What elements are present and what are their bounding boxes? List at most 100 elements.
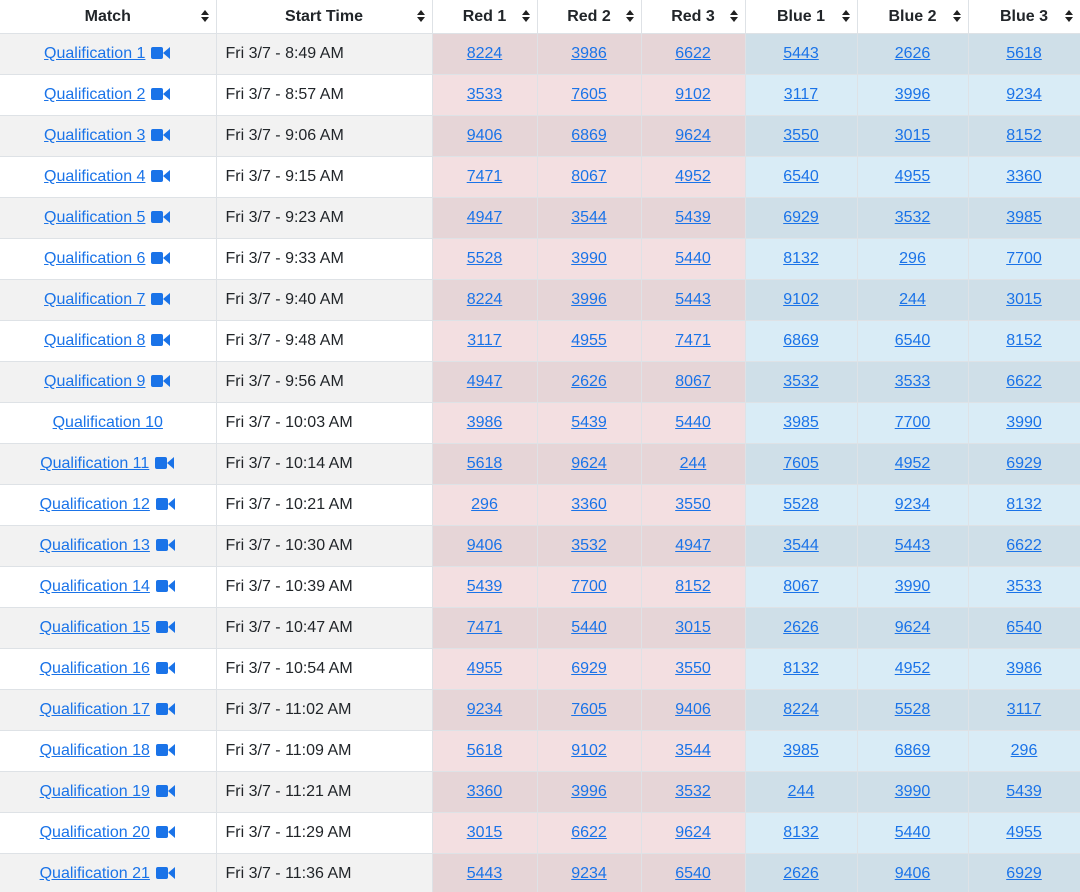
video-camera-icon[interactable]	[155, 539, 176, 551]
team-link-red-3[interactable]: 5439	[675, 209, 711, 226]
team-link-red-3[interactable]: 3544	[675, 742, 711, 759]
header-blue-2[interactable]: Blue 2	[857, 0, 969, 34]
match-link[interactable]: Qualification 4	[44, 168, 171, 185]
team-link-blue-1[interactable]: 7605	[783, 455, 819, 472]
match-link[interactable]: Qualification 21	[40, 865, 176, 882]
team-link-blue-3[interactable]: 5439	[1006, 783, 1042, 800]
team-link-blue-1[interactable]: 3117	[783, 86, 819, 103]
match-link[interactable]: Qualification 15	[40, 619, 176, 636]
team-link-blue-3[interactable]: 6929	[1006, 865, 1042, 882]
team-link-red-2[interactable]: 8067	[571, 168, 607, 185]
team-link-blue-3[interactable]: 4955	[1006, 824, 1042, 841]
video-camera-icon[interactable]	[151, 293, 171, 305]
team-link-red-2[interactable]: 7700	[571, 578, 607, 595]
team-link-blue-2[interactable]: 296	[899, 250, 926, 267]
team-link-blue-1[interactable]: 8132	[783, 250, 819, 267]
match-link[interactable]: Qualification 17	[40, 701, 176, 718]
team-link-red-2[interactable]: 3996	[571, 783, 607, 800]
team-link-red-3[interactable]: 5440	[675, 250, 711, 267]
team-link-red-1[interactable]: 4947	[466, 373, 503, 390]
team-link-red-3[interactable]: 3550	[675, 496, 711, 513]
team-link-blue-2[interactable]: 7700	[894, 414, 931, 431]
team-link-red-2[interactable]: 5439	[571, 414, 607, 431]
team-link-red-3[interactable]: 6622	[675, 45, 711, 62]
team-link-red-3[interactable]: 9624	[675, 824, 711, 841]
team-link-blue-2[interactable]: 3532	[894, 209, 931, 226]
team-link-red-2[interactable]: 3990	[571, 250, 607, 267]
team-link-blue-2[interactable]: 3015	[894, 127, 931, 144]
team-link-red-1[interactable]: 9406	[466, 537, 503, 554]
team-link-blue-1[interactable]: 5443	[783, 45, 819, 62]
team-link-red-2[interactable]: 3360	[571, 496, 607, 513]
team-link-red-2[interactable]: 3544	[571, 209, 607, 226]
team-link-red-3[interactable]: 7471	[675, 332, 711, 349]
team-link-blue-1[interactable]: 9102	[783, 291, 819, 308]
team-link-red-1[interactable]: 9406	[466, 127, 503, 144]
team-link-blue-3[interactable]: 9234	[1006, 86, 1042, 103]
team-link-red-3[interactable]: 244	[679, 455, 707, 472]
team-link-red-1[interactable]: 5528	[466, 250, 503, 267]
team-link-red-3[interactable]: 3532	[675, 783, 711, 800]
match-link[interactable]: Qualification 16	[40, 660, 176, 677]
match-link[interactable]: Qualification 19	[40, 783, 176, 800]
team-link-blue-3[interactable]: 5618	[1006, 45, 1042, 62]
team-link-red-1[interactable]: 5618	[466, 742, 503, 759]
team-link-red-1[interactable]: 5443	[466, 865, 503, 882]
video-camera-icon[interactable]	[151, 88, 171, 100]
header-blue-1[interactable]: Blue 1	[745, 0, 858, 34]
team-link-red-1[interactable]: 8224	[466, 291, 503, 308]
team-link-red-2[interactable]: 6869	[571, 127, 607, 144]
team-link-blue-3[interactable]: 3117	[1006, 701, 1042, 718]
team-link-red-2[interactable]: 4955	[571, 332, 607, 349]
video-camera-icon[interactable]	[155, 580, 176, 592]
match-link[interactable]: Qualification 13	[40, 537, 176, 554]
team-link-red-2[interactable]: 6929	[571, 660, 607, 677]
team-link-blue-3[interactable]: 3533	[1006, 578, 1042, 595]
team-link-blue-3[interactable]: 3360	[1006, 168, 1042, 185]
match-link[interactable]: Qualification 3	[44, 127, 171, 144]
team-link-blue-2[interactable]: 4952	[894, 660, 931, 677]
team-link-blue-1[interactable]: 3550	[783, 127, 819, 144]
team-link-red-2[interactable]: 7605	[571, 86, 607, 103]
video-camera-icon[interactable]	[155, 867, 176, 879]
team-link-blue-2[interactable]: 9624	[894, 619, 931, 636]
video-camera-icon[interactable]	[155, 785, 176, 797]
team-link-blue-1[interactable]: 3532	[783, 373, 819, 390]
team-link-blue-3[interactable]: 8132	[1006, 496, 1042, 513]
team-link-blue-2[interactable]: 6540	[894, 332, 931, 349]
team-link-red-1[interactable]: 7471	[466, 168, 503, 185]
match-link[interactable]: Qualification 18	[40, 742, 176, 759]
team-link-red-2[interactable]: 9624	[571, 455, 607, 472]
team-link-blue-2[interactable]: 3996	[894, 86, 931, 103]
video-camera-icon[interactable]	[151, 211, 171, 223]
video-camera-icon[interactable]	[151, 170, 171, 182]
team-link-red-3[interactable]: 3550	[675, 660, 711, 677]
team-link-blue-3[interactable]: 8152	[1006, 127, 1042, 144]
team-link-red-2[interactable]: 9234	[571, 865, 607, 882]
team-link-red-3[interactable]: 5440	[675, 414, 711, 431]
video-camera-icon[interactable]	[151, 334, 171, 346]
team-link-red-2[interactable]: 6622	[571, 824, 607, 841]
team-link-blue-1[interactable]: 3544	[783, 537, 819, 554]
team-link-red-3[interactable]: 9102	[675, 86, 711, 103]
team-link-blue-3[interactable]: 3990	[1006, 414, 1042, 431]
team-link-red-3[interactable]: 5443	[675, 291, 711, 308]
match-link[interactable]: Qualification 20	[40, 824, 176, 841]
team-link-red-1[interactable]: 3015	[466, 824, 503, 841]
team-link-red-1[interactable]: 296	[471, 496, 498, 513]
match-link[interactable]: Qualification 10	[53, 414, 163, 431]
team-link-blue-3[interactable]: 3015	[1006, 291, 1042, 308]
team-link-blue-2[interactable]: 3533	[894, 373, 931, 390]
team-link-red-1[interactable]: 5439	[466, 578, 503, 595]
sort-icon[interactable]	[625, 10, 634, 22]
team-link-red-3[interactable]: 4952	[675, 168, 711, 185]
team-link-blue-3[interactable]: 6622	[1006, 537, 1042, 554]
team-link-blue-3[interactable]: 3986	[1006, 660, 1042, 677]
video-camera-icon[interactable]	[151, 129, 171, 141]
team-link-blue-1[interactable]: 6869	[783, 332, 819, 349]
team-link-blue-1[interactable]: 8132	[783, 824, 819, 841]
team-link-blue-1[interactable]: 5528	[783, 496, 819, 513]
team-link-blue-1[interactable]: 2626	[783, 865, 819, 882]
team-link-blue-1[interactable]: 6929	[783, 209, 819, 226]
team-link-red-3[interactable]: 8067	[675, 373, 711, 390]
